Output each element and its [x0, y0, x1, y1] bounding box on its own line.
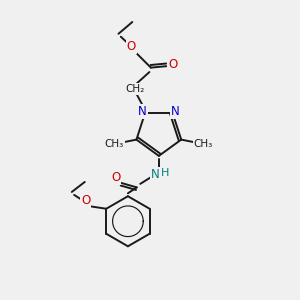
Text: CH₂: CH₂	[125, 84, 144, 94]
Text: CH₃: CH₃	[105, 139, 124, 149]
Text: O: O	[127, 40, 136, 53]
Text: O: O	[81, 194, 91, 207]
Text: N: N	[171, 105, 179, 118]
Text: O: O	[168, 58, 178, 71]
Text: O: O	[111, 172, 120, 184]
Text: N: N	[138, 105, 147, 118]
Text: N: N	[151, 168, 160, 181]
Text: H: H	[161, 168, 170, 178]
Text: CH₃: CH₃	[194, 139, 213, 149]
